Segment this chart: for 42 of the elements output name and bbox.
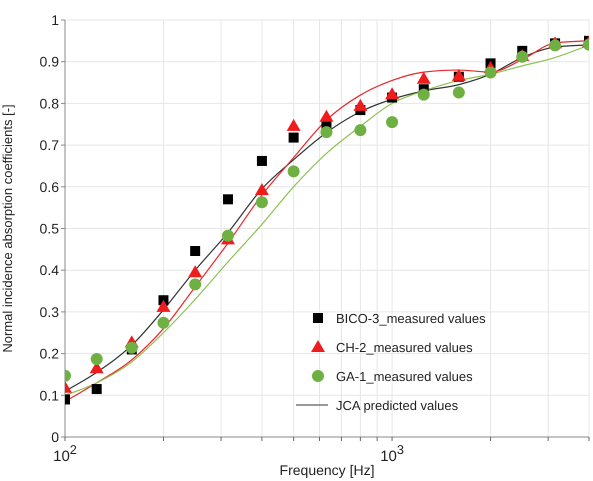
point — [484, 66, 497, 79]
point — [288, 132, 299, 143]
y-tick-label: 0.1 — [40, 387, 60, 404]
point — [90, 353, 103, 366]
point — [188, 265, 202, 278]
point — [157, 316, 170, 329]
point — [256, 156, 267, 166]
y-tick-label: 0.9 — [40, 54, 60, 70]
x-axis-title: Frequency [Hz] — [280, 462, 374, 478]
legend-label: CH-2_measured values — [336, 340, 474, 355]
point — [418, 88, 430, 101]
point — [156, 300, 170, 312]
y-axis-title: Normal incidence absorption coefficients [-] — [0, 104, 15, 353]
point — [354, 124, 366, 136]
y-tick-label: 0.5 — [40, 220, 60, 236]
point — [189, 278, 202, 290]
y-tick-label: 0.7 — [40, 137, 60, 154]
point — [222, 194, 233, 204]
y-tick-label: 0.8 — [40, 95, 60, 112]
y-tick-label: 0.6 — [40, 178, 60, 195]
x-tick-label: 10$^{3}$ — [380, 442, 404, 465]
legend-label: BICO-3_measured values — [336, 311, 486, 326]
y-tick-label: 1 — [51, 12, 60, 28]
point — [416, 72, 431, 84]
point — [126, 342, 138, 354]
point — [286, 118, 301, 131]
point — [92, 384, 102, 394]
y-tick-label: 0.3 — [40, 304, 60, 320]
point — [319, 110, 334, 122]
y-tick-label: 0.2 — [40, 346, 60, 362]
y-tick-label: 0.4 — [40, 262, 60, 278]
point — [386, 116, 398, 128]
point — [288, 165, 300, 178]
point — [385, 87, 400, 100]
point — [222, 230, 234, 242]
point — [254, 183, 269, 196]
legend-label: GA-1_measured values — [336, 369, 474, 384]
legend-label: JCA predicted values — [336, 398, 459, 413]
point — [353, 98, 368, 111]
point — [256, 196, 268, 208]
point — [190, 246, 200, 256]
point — [320, 126, 332, 138]
